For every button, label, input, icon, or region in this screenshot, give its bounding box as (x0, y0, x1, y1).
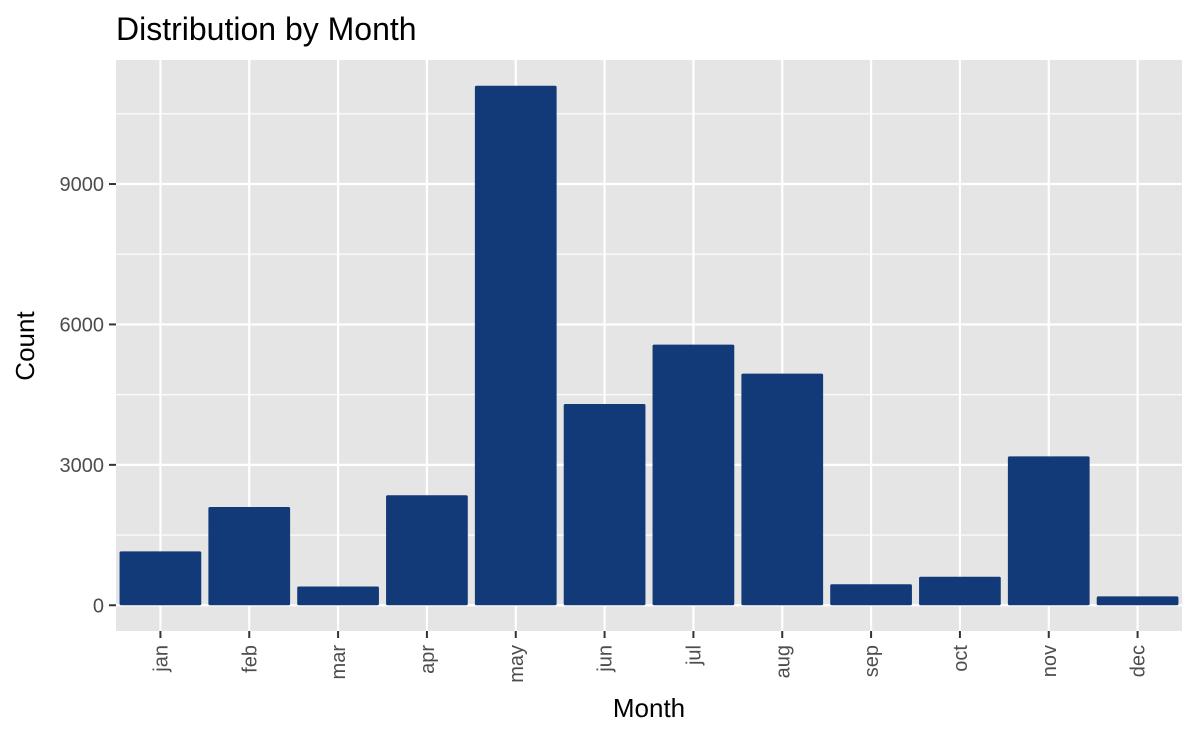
y-axis: 0 3000 6000 9000 (60, 174, 116, 617)
x-tick-label: jan (150, 645, 172, 673)
bar-jun (563, 404, 646, 606)
x-tick-label: feb (239, 645, 261, 673)
x-tick-label: jun (595, 645, 617, 673)
x-axis: jan feb mar apr may jun jul aug sep oct nov dec (150, 631, 1150, 683)
x-tick-label: oct (950, 645, 972, 672)
x-axis-title: Month (613, 693, 685, 723)
y-tick-label: 3000 (60, 455, 105, 477)
bar-mar (297, 586, 379, 606)
bar-jul (652, 344, 735, 606)
y-axis-title: Count (10, 311, 40, 381)
x-tick-label: apr (417, 645, 439, 674)
bar-may (474, 85, 557, 606)
bar-oct (919, 576, 1001, 606)
bar-apr (386, 495, 468, 606)
bar-nov (1007, 456, 1090, 606)
x-tick-label: may (506, 645, 528, 683)
bars (119, 85, 1179, 606)
minor-gridlines (116, 113, 1182, 536)
y-tick-label: 9000 (60, 174, 105, 196)
bar-aug (741, 373, 824, 606)
plot-panel (116, 60, 1182, 631)
chart-title: Distribution by Month (116, 11, 417, 47)
x-tick-label: dec (1128, 645, 1150, 677)
bar-feb (208, 506, 291, 606)
x-tick-label: jul (683, 645, 705, 666)
y-tick-label: 6000 (60, 314, 105, 336)
x-tick-label: mar (328, 645, 350, 680)
bar-dec (1096, 596, 1179, 606)
x-tick-label: sep (861, 645, 883, 677)
y-tick-label: 0 (93, 595, 104, 617)
bar-jan (119, 551, 202, 606)
x-tick-label: aug (772, 645, 794, 678)
bar-sep (830, 584, 912, 606)
x-tick-label: nov (1039, 645, 1061, 677)
